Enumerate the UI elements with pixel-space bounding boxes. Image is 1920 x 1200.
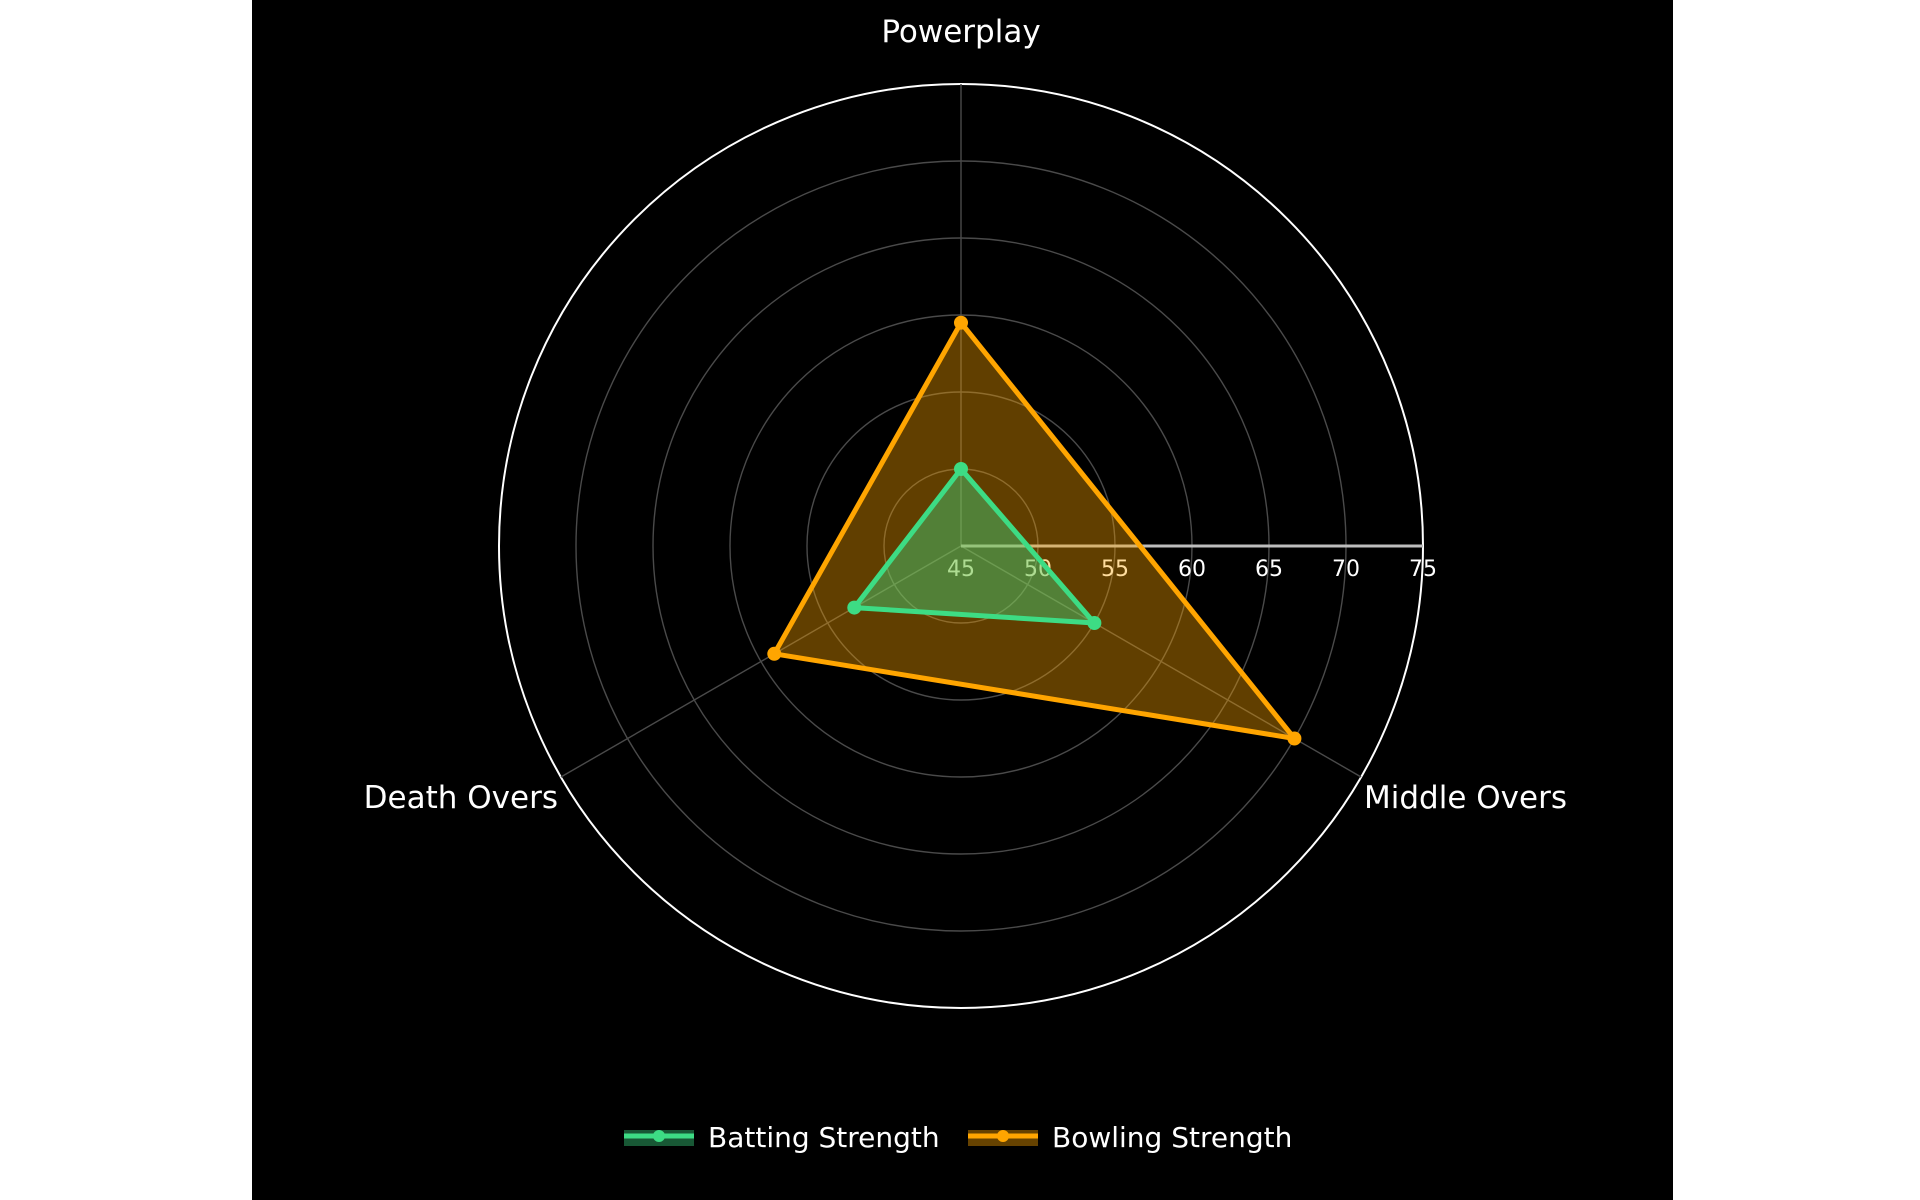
legend-label: Bowling Strength: [1052, 1121, 1292, 1154]
series-batting-strength: [847, 462, 1102, 630]
radial-tick-label: 75: [1409, 557, 1437, 582]
data-point-middle-overs[interactable]: [1287, 731, 1302, 746]
category-labels: Powerplay Middle Overs Death Overs: [364, 14, 1567, 816]
legend-label: Batting Strength: [708, 1121, 940, 1154]
category-label-powerplay: Powerplay: [881, 14, 1040, 50]
series-area: [851, 466, 1097, 626]
radial-tick-label: 55: [1101, 557, 1129, 582]
legend-item-batting-strength[interactable]: Batting Strength: [624, 1121, 940, 1154]
series-bowling-strength: [767, 315, 1302, 746]
legend: Batting Strength Bowling Strength: [624, 1121, 1292, 1154]
radial-tick-label: 45: [947, 557, 975, 582]
category-label-middle-overs: Middle Overs: [1364, 780, 1567, 816]
series-area: [771, 320, 1297, 741]
data-point-death-overs[interactable]: [847, 600, 862, 615]
category-label-death-overs: Death Overs: [364, 780, 558, 816]
legend-item-bowling-strength[interactable]: Bowling Strength: [968, 1121, 1292, 1154]
data-point-middle-overs[interactable]: [1087, 616, 1102, 630]
radial-tick-label: 65: [1255, 557, 1283, 582]
data-point-death-overs[interactable]: [767, 646, 782, 661]
radial-tick-label: 60: [1178, 557, 1206, 582]
radial-tick-label: 70: [1332, 557, 1360, 582]
legend-marker: [653, 1130, 665, 1142]
chart-figure: 45 50 55 60 65 70 75 Powerplay Middle Overs Deat…: [252, 0, 1673, 1200]
data-point-powerplay[interactable]: [954, 462, 968, 476]
series-layer: [767, 315, 1302, 746]
spoke-2: [560, 545, 962, 778]
legend-marker: [997, 1130, 1009, 1142]
data-point-powerplay[interactable]: [954, 315, 968, 330]
